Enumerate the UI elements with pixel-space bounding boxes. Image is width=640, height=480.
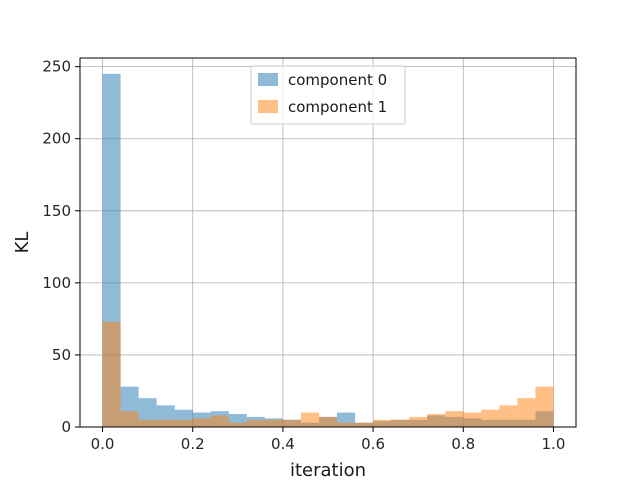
bar-component-1 <box>174 419 193 427</box>
bar-component-1 <box>300 412 319 427</box>
legend-label-component-0: component 0 <box>288 71 387 89</box>
bar-component-1 <box>409 416 428 427</box>
bar-component-1 <box>120 411 139 427</box>
x-tick-label: 0.6 <box>361 435 385 453</box>
legend: component 0 component 1 <box>250 65 406 125</box>
y-tick-label: 100 <box>42 274 71 292</box>
x-tick-label: 0.2 <box>181 435 205 453</box>
axis-ticks: 0.0 0.2 0.4 0.6 0.8 1.0 0 50 100 150 200 250 <box>42 58 565 453</box>
bar-component-1 <box>481 409 500 427</box>
histogram-bars <box>102 73 554 427</box>
bar-component-1 <box>138 419 157 427</box>
legend-swatch-component-1 <box>258 100 278 113</box>
bar-component-1 <box>337 422 356 427</box>
bar-component-1 <box>192 418 211 427</box>
x-axis-label: iteration <box>290 460 366 480</box>
bar-component-1 <box>246 419 265 427</box>
legend-label-component-1: component 1 <box>288 98 387 116</box>
bar-component-1 <box>282 419 301 427</box>
bar-component-1 <box>391 419 410 427</box>
y-axis-label: KL <box>12 232 33 254</box>
bar-component-1 <box>517 398 536 427</box>
bar-component-1 <box>210 415 229 427</box>
bar-component-1 <box>102 321 121 427</box>
plot-frame <box>79 57 577 428</box>
bar-component-1 <box>427 414 446 427</box>
legend-box <box>250 65 406 125</box>
bar-component-1 <box>499 405 518 427</box>
x-tick-label: 0.0 <box>91 435 115 453</box>
y-tick-label: 150 <box>42 202 71 220</box>
bar-component-1 <box>228 422 247 427</box>
x-tick-label: 1.0 <box>542 435 566 453</box>
bar-component-1 <box>535 386 554 427</box>
bar-component-1 <box>373 419 392 427</box>
bar-component-1 <box>264 419 283 427</box>
y-tick-label: 50 <box>52 346 71 364</box>
legend-swatch-component-0 <box>258 73 278 86</box>
bar-component-1 <box>445 411 464 427</box>
bar-component-1 <box>156 419 175 427</box>
y-tick-label: 0 <box>61 418 71 436</box>
bar-component-1 <box>463 412 482 427</box>
x-tick-label: 0.4 <box>271 435 295 453</box>
y-tick-label: 250 <box>42 58 71 76</box>
bar-component-1 <box>355 422 374 427</box>
y-tick-label: 200 <box>42 130 71 148</box>
bar-component-1 <box>318 416 338 427</box>
x-tick-label: 0.8 <box>451 435 475 453</box>
